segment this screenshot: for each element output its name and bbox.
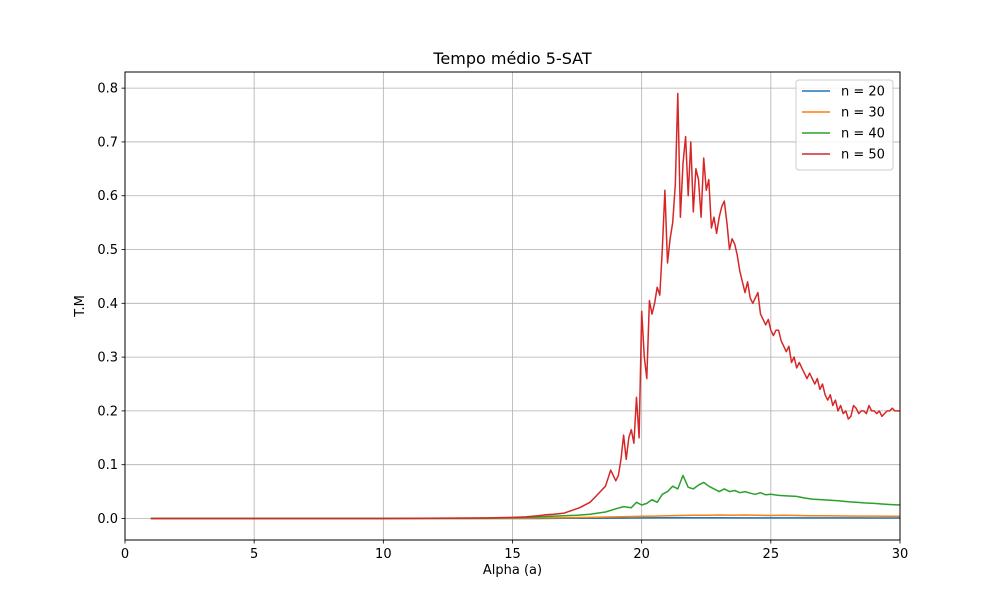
x-tick-label: 30 [892,547,909,562]
legend-box [795,79,894,171]
x-axis-label: Alpha (a) [483,563,542,578]
y-tick-label: 0.0 [97,512,118,527]
y-axis-label: T.M [73,295,88,318]
legend-label: n = 40 [841,127,885,142]
x-axis-ticks: 0 5 10 15 20 25 30 [121,540,908,562]
series-line-2 [150,514,901,520]
series-line-4 [150,92,900,520]
y-axis-ticks: 0.0 0.1 0.2 0.3 0.4 0.5 0.6 0.7 0.8 [97,82,125,527]
series-lines [150,92,901,520]
y-tick-label: 0.6 [97,189,118,204]
series-line-3 [150,474,901,520]
x-tick-label: 25 [763,547,780,562]
x-tick-label: 5 [250,547,258,562]
y-tick-label: 0.3 [97,351,118,366]
y-tick-label: 0.1 [97,458,118,473]
y-tick-label: 0.4 [97,297,118,312]
legend-label: n = 30 [841,106,885,121]
x-tick-label: 20 [633,547,650,562]
y-tick-label: 0.5 [97,243,118,258]
x-tick-label: 15 [504,547,521,562]
legend: n = 20 n = 30 n = 40 n = 50 [795,79,894,171]
y-tick-label: 0.7 [97,135,118,150]
x-tick-label: 0 [121,547,129,562]
chart-title: Tempo médio 5-SAT [432,49,592,68]
legend-label: n = 20 [841,85,885,100]
y-tick-label: 0.2 [97,404,118,419]
y-tick-label: 0.8 [97,82,118,97]
x-tick-label: 10 [375,547,392,562]
legend-label: n = 50 [841,148,885,163]
